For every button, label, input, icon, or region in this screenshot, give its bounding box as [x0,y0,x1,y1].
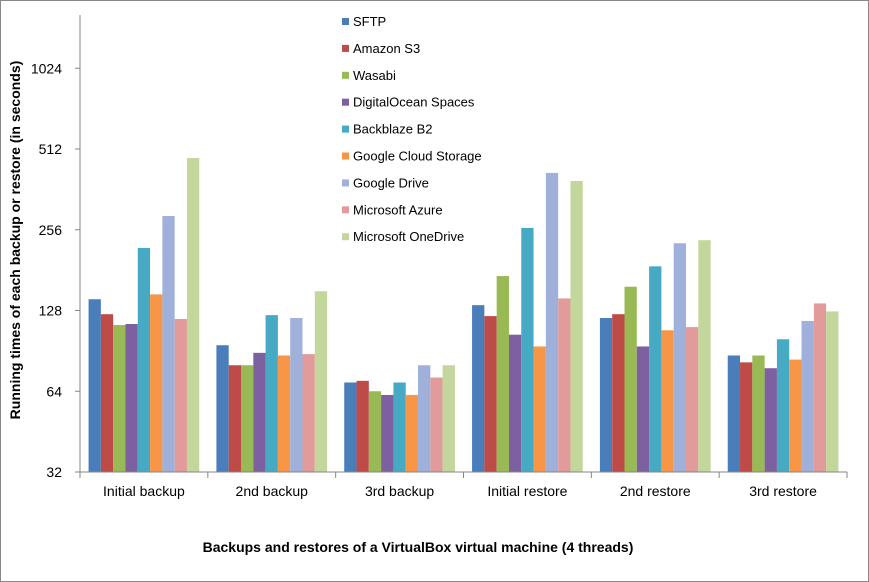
legend-label: Google Drive [353,175,429,190]
bar-1-2 [356,380,369,472]
y-tick-label: 128 [39,303,63,319]
bar-8-2 [442,365,455,472]
legend-label: Wasabi [353,68,396,83]
legend-swatch [342,71,349,79]
legend-label: Amazon S3 [353,41,420,56]
bar-3-2 [381,394,394,472]
bar-4-5 [776,339,790,472]
bar-3-3 [508,334,522,472]
legend-label: SFTP [353,14,386,29]
bar-0-0 [88,299,101,472]
bar-3-4 [636,346,650,472]
legend-label: Backblaze B2 [353,122,433,137]
x-tick-label: 3rd backup [365,483,434,499]
bar-0-2 [344,382,357,472]
bar-6-3 [545,172,559,472]
bar-1-1 [228,365,241,472]
bar-2-3 [496,276,509,472]
x-tick-label: Initial backup [103,483,185,499]
bar-2-5 [752,355,765,472]
bar-5-0 [150,294,163,472]
bar-1-0 [100,314,114,472]
x-axis-title: Backups and restores of a VirtualBox vir… [203,539,634,555]
x-tick-label: 2nd restore [620,483,691,499]
legend-swatch [342,44,349,52]
legend-swatch [342,125,349,133]
bar-1-3 [484,316,497,472]
legend-swatch [342,152,349,160]
bar-0-1 [216,345,229,472]
y-tick-label: 256 [39,222,63,238]
bar-7-5 [813,303,827,472]
legend-label: DigitalOcean Spaces [353,95,475,110]
bar-5-4 [661,330,674,472]
legend-label: Microsoft Azure [353,202,443,217]
bar-8-3 [570,181,583,472]
bar-8-1 [314,291,328,472]
bar-2-2 [368,391,382,472]
y-tick-label: 1024 [31,60,62,76]
bar-7-1 [302,354,315,472]
bar-3-0 [125,323,138,472]
bar-7-2 [430,377,443,472]
bar-7-3 [558,298,571,472]
bar-6-4 [673,243,686,472]
legend-swatch [342,206,349,214]
x-tick-label: 3rd restore [749,483,817,499]
bar-6-1 [290,318,303,472]
bar-2-0 [113,325,126,472]
bar-2-1 [241,365,254,472]
bar-1-4 [612,314,625,472]
legend-swatch [342,179,349,187]
y-tick-label: 64 [46,383,62,399]
bar-5-1 [277,355,291,472]
bar-4-0 [137,247,151,472]
legend-swatch [342,18,349,25]
bar-4-1 [265,315,278,472]
axes: Initial backup 2nd backup 3rd backup Initia… [31,15,848,499]
bar-0-4 [599,318,613,472]
bar-8-0 [186,157,200,472]
legend-label: Google Cloud Storage [353,149,482,164]
x-tick-label: Initial restore [487,483,567,499]
bar-8-4 [698,240,711,472]
bars [88,157,839,472]
bar-1-5 [740,362,753,472]
y-axis-title: Running times of each backup or restore … [7,61,23,420]
bar-0-5 [727,355,741,472]
bar-0-3 [472,305,485,472]
bar-7-4 [686,327,699,472]
bar-6-2 [418,365,431,472]
bar-6-5 [801,320,814,472]
y-tick-label: 32 [46,464,62,480]
bar-6-0 [162,216,175,472]
bar-3-5 [764,368,777,472]
bar-8-5 [826,311,839,472]
bar-4-2 [393,382,406,472]
legend-label: Microsoft OneDrive [353,229,464,244]
y-tick-label: 512 [39,141,63,157]
bar-5-5 [789,359,802,472]
bar-2-4 [624,286,637,472]
legend-swatch [342,233,349,241]
x-tick-label: 2nd backup [236,483,309,499]
bar-4-3 [521,227,534,472]
bar-4-4 [649,266,662,472]
legend-swatch [342,98,349,106]
bar-7-0 [174,318,187,472]
legend: SFTP Amazon S3 Wasabi DigitalOcean Spaces Ba… [342,14,482,244]
bar-5-2 [405,394,419,472]
bar-5-3 [533,346,546,472]
bar-3-1 [253,352,266,472]
